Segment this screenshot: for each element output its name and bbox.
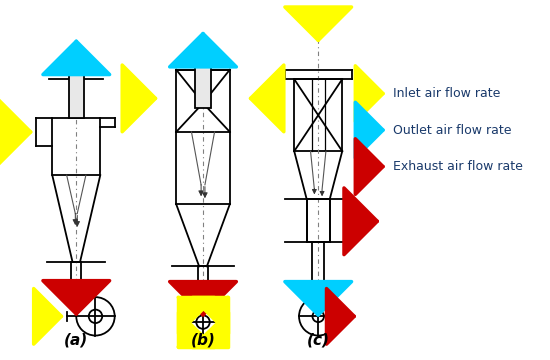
Circle shape xyxy=(89,310,102,323)
Text: Inlet air flow rate: Inlet air flow rate xyxy=(393,87,500,100)
Bar xyxy=(69,69,84,118)
Text: Exhaust air flow rate: Exhaust air flow rate xyxy=(393,160,523,173)
Bar xyxy=(312,242,324,291)
Polygon shape xyxy=(52,175,100,262)
Circle shape xyxy=(76,297,115,336)
Bar xyxy=(52,118,100,175)
Text: (c): (c) xyxy=(307,332,330,347)
Bar xyxy=(294,79,342,151)
Circle shape xyxy=(196,315,210,329)
Text: (a): (a) xyxy=(64,332,89,347)
Bar xyxy=(307,199,330,242)
Polygon shape xyxy=(176,204,230,266)
Text: (b): (b) xyxy=(191,332,216,347)
Circle shape xyxy=(182,301,224,343)
Circle shape xyxy=(299,297,338,336)
Text: Outlet air flow rate: Outlet air flow rate xyxy=(393,123,512,136)
Bar xyxy=(198,266,208,300)
Bar xyxy=(72,262,81,295)
Bar xyxy=(195,60,211,108)
Circle shape xyxy=(312,311,324,322)
